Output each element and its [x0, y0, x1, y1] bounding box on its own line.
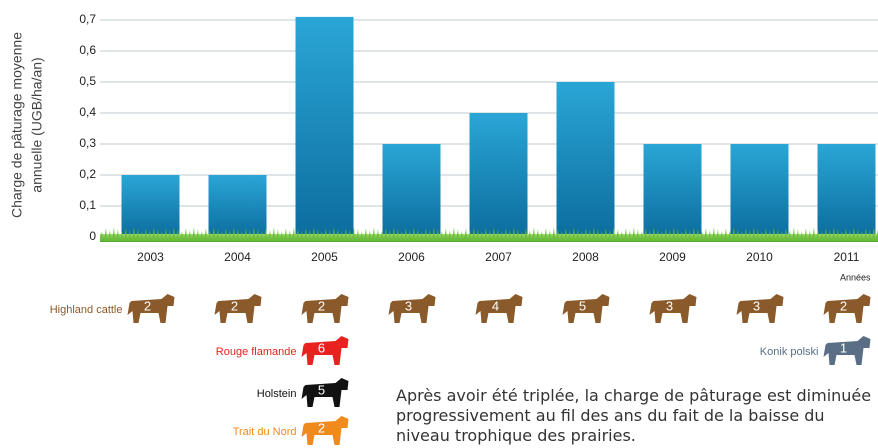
y-tick-label: 0	[89, 229, 96, 243]
herd-label: Holstein	[257, 388, 297, 400]
animal-icon: 3	[389, 294, 436, 323]
herd-label: Highland cattle	[50, 304, 123, 316]
x-axis-label: Années	[840, 272, 871, 282]
y-tick-label: 0,5	[79, 74, 96, 88]
animal-icon: 1	[824, 336, 871, 365]
bar	[818, 144, 876, 237]
animal-count: 2	[144, 298, 151, 313]
x-tick-label: 2005	[311, 250, 338, 264]
y-tick-label: 0,7	[79, 12, 96, 26]
bar	[383, 144, 441, 237]
animal-count: 3	[753, 298, 760, 313]
bar	[122, 175, 180, 237]
bar	[557, 82, 615, 237]
animal-icon: 2	[302, 294, 349, 323]
y-axis-label: Charge de pâturage moyenne	[9, 32, 25, 218]
x-tick-label: 2006	[398, 250, 425, 264]
x-tick-label: 2011	[834, 250, 860, 264]
animal-icon: 2	[824, 294, 871, 323]
animal-icon: 2	[302, 416, 349, 445]
animal-icon: 3	[737, 294, 784, 323]
x-tick-label: 2003	[137, 250, 164, 264]
bar	[296, 17, 354, 237]
animal-icon: 3	[650, 294, 697, 323]
x-tick-label: 2004	[224, 250, 251, 264]
animal-count: 2	[318, 420, 325, 435]
animal-count: 5	[579, 298, 586, 313]
y-tick-label: 0,6	[79, 43, 96, 57]
animal-count: 3	[405, 298, 412, 313]
animal-icon: 5	[302, 378, 349, 407]
chart: Charge de pâturage moyenne annuelle (UGB…	[0, 0, 878, 448]
x-tick-label: 2007	[485, 250, 512, 264]
animal-count: 6	[318, 340, 325, 355]
y-tick-label: 0,1	[79, 198, 96, 212]
animal-icon: 2	[215, 294, 262, 323]
herd-label: Trait du Nord	[233, 426, 297, 438]
herd-label: Konik polski	[760, 346, 819, 358]
x-tick-label: 2010	[746, 250, 773, 264]
animal-icon: 2	[128, 294, 175, 323]
y-tick-label: 0,4	[79, 105, 96, 119]
x-tick-label: 2009	[659, 250, 686, 264]
animal-count: 1	[840, 340, 847, 355]
y-axis-label: annuelle (UGB/ha/an)	[29, 57, 45, 192]
animal-icon: 6	[302, 336, 349, 365]
page: Charge de pâturage moyenne annuelle (UGB…	[0, 0, 878, 448]
animal-count: 3	[666, 298, 673, 313]
herd-label: Rouge flamande	[216, 346, 297, 358]
animal-count: 4	[492, 298, 499, 313]
animal-count: 5	[318, 382, 325, 397]
animal-icon: 4	[476, 294, 523, 323]
bar	[209, 175, 267, 237]
y-tick-label: 0,2	[79, 167, 96, 181]
caption: Après avoir été triplée, la charge de pâ…	[396, 386, 874, 446]
bar	[731, 144, 789, 237]
animal-count: 2	[231, 298, 238, 313]
x-tick-label: 2008	[572, 250, 599, 264]
y-tick-label: 0,3	[79, 136, 96, 150]
animal-count: 2	[840, 298, 847, 313]
bar	[470, 113, 528, 237]
animal-count: 2	[318, 298, 325, 313]
animal-icon: 5	[563, 294, 610, 323]
bar	[644, 144, 702, 237]
